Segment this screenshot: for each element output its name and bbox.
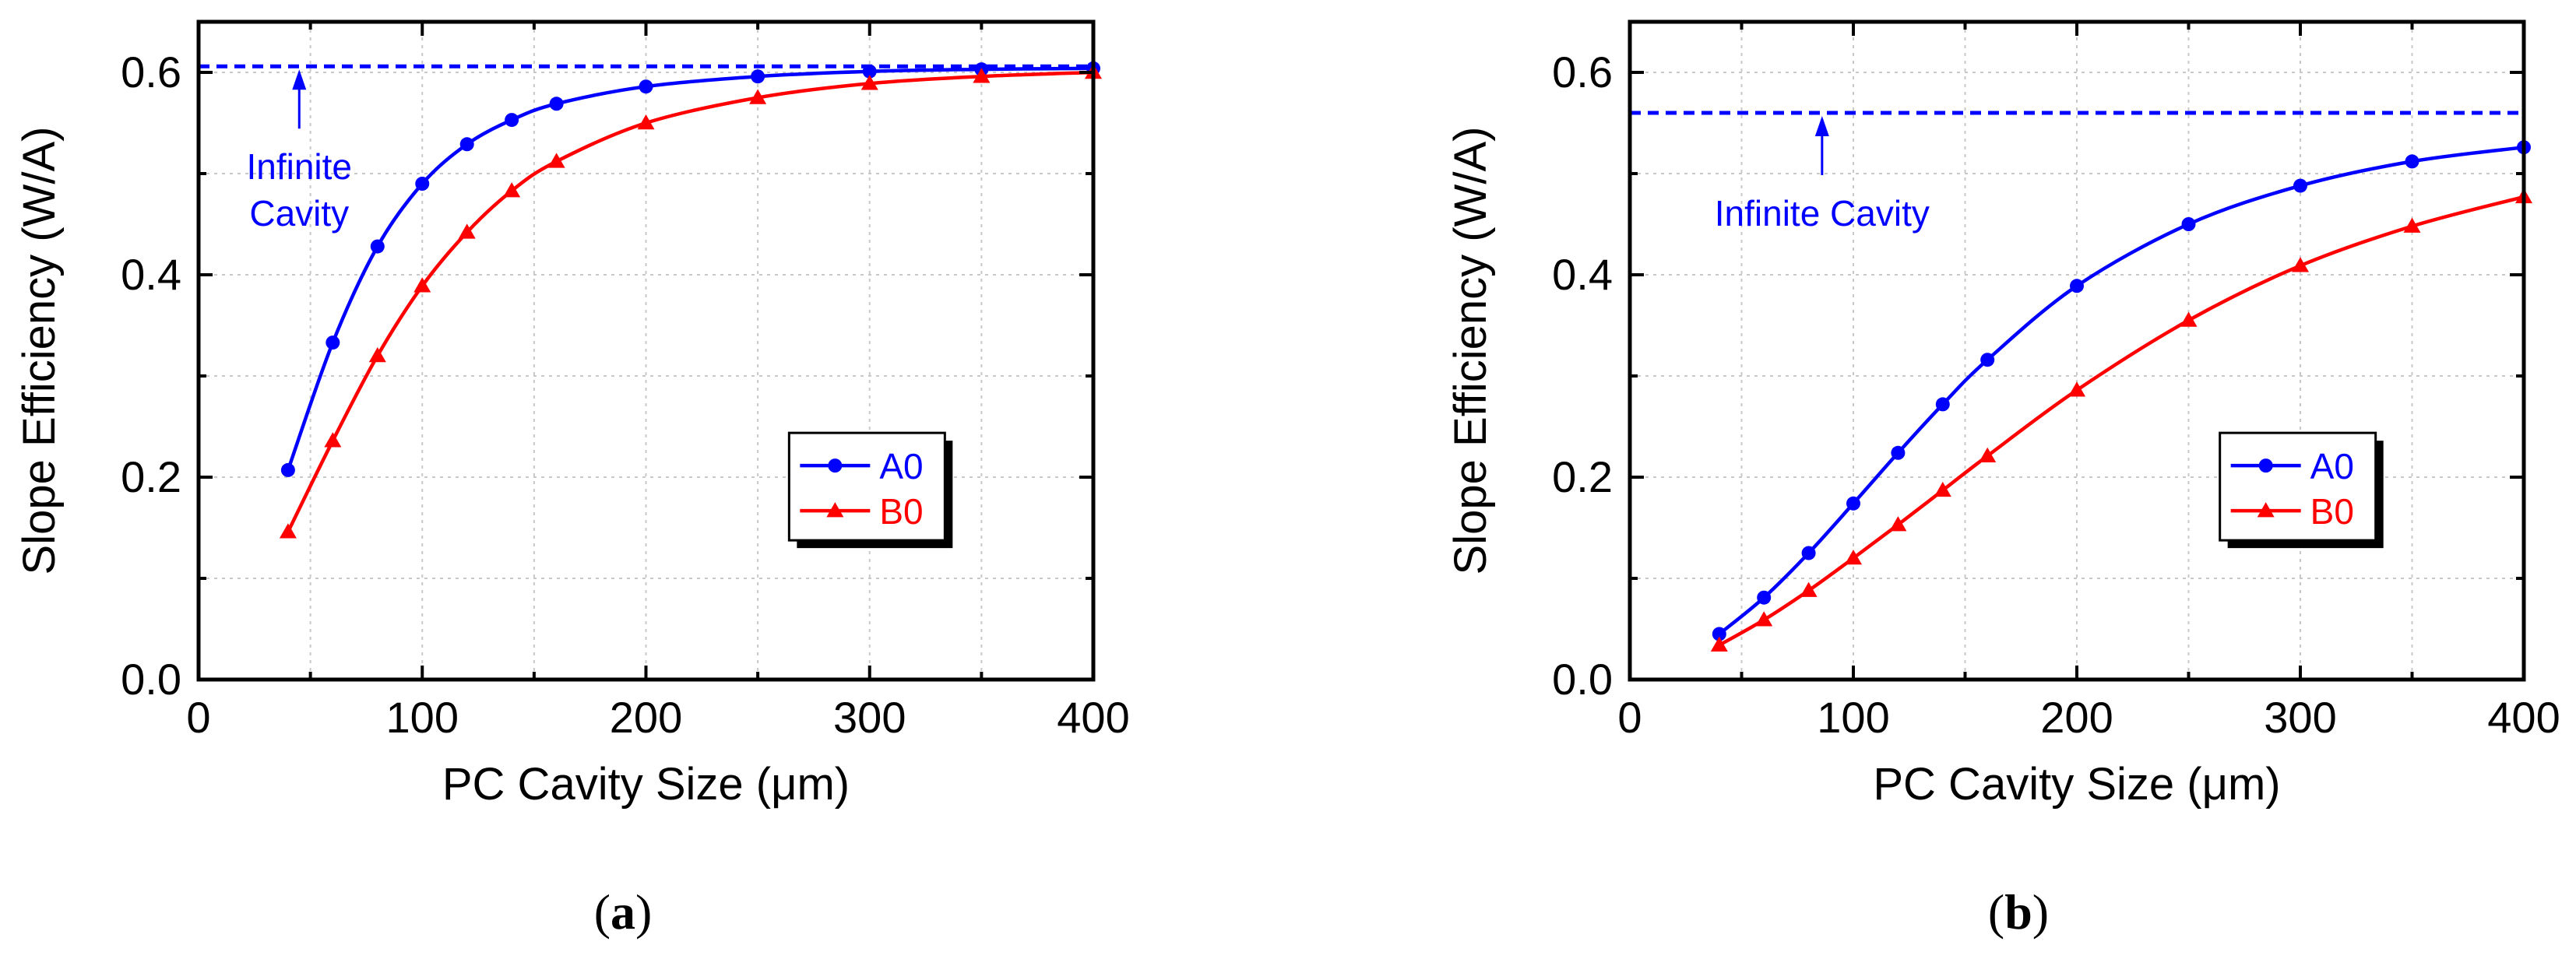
data-point-A0	[751, 69, 765, 84]
series-B0	[279, 64, 1102, 539]
data-point-B0	[279, 523, 297, 539]
x-axis-label: PC Cavity Size (μm)	[1873, 759, 2280, 810]
data-point-B0	[2068, 381, 2085, 397]
chart-panel-a: Infinite Cavity 0 100 200 300 400 0.0 0.2 0.4 0.6 P…	[14, 19, 1130, 810]
data-point-A0	[326, 335, 340, 350]
data-point-A0	[1801, 546, 1816, 560]
y-axis-label: Slope Efficiency (W/A)	[1445, 127, 1496, 575]
y-tick-label: 0.2	[1552, 452, 1613, 501]
legend-box	[2219, 431, 2377, 542]
series-A0	[280, 61, 1100, 477]
data-point-B0	[458, 223, 476, 239]
y-axis-label: Slope Efficiency (W/A)	[14, 127, 65, 575]
series-line-A0	[286, 66, 1094, 471]
data-point-B0	[547, 153, 565, 168]
data-point-A0	[1846, 496, 1860, 511]
y-tick-label: 0.2	[121, 452, 181, 501]
data-point-B0	[1845, 550, 1862, 565]
data-point-B0	[749, 89, 767, 104]
x-tick-label: 100	[386, 693, 459, 742]
series-B0	[1710, 188, 2532, 652]
legend-label-A0: A0	[2310, 446, 2354, 487]
x-tick-label: 200	[610, 693, 682, 742]
data-point-A0	[1712, 627, 1726, 641]
legend-label-B0: B0	[2310, 491, 2354, 532]
data-point-A0	[2181, 217, 2196, 231]
data-point-A0	[1935, 397, 1950, 412]
y-tick-label: 0.6	[121, 47, 181, 97]
data-point-A0	[639, 79, 653, 94]
data-point-B0	[503, 182, 521, 198]
legend-label-B0: B0	[879, 491, 923, 532]
data-point-B0	[2403, 217, 2421, 233]
x-tick-label: 0	[1617, 693, 1642, 742]
data-point-B0	[860, 75, 878, 90]
data-point-B0	[368, 347, 386, 363]
y-tick-label: 0.0	[121, 655, 181, 704]
infinite-cavity-label: Cavity	[249, 193, 349, 234]
legend-marker-B0	[826, 502, 844, 518]
data-point-A0	[1980, 353, 1995, 367]
grid-lines	[1630, 22, 2524, 680]
axes-frame: 0 100 200 300 400 0.0 0.2 0.4 0.6	[1552, 19, 2560, 742]
data-point-B0	[637, 114, 655, 130]
data-point-B0	[1755, 611, 1773, 627]
infinite-cavity-label: Infinite Cavity	[1715, 193, 1930, 234]
x-tick-label: 300	[2264, 693, 2336, 742]
data-point-B0	[1934, 481, 1951, 497]
axes-frame: 0 100 200 300 400 0.0 0.2 0.4 0.6	[121, 19, 1130, 742]
legend-label-A0: A0	[879, 446, 923, 487]
x-tick-label: 0	[186, 693, 210, 742]
panel-b-caption: (b)	[1987, 884, 2050, 940]
data-point-B0	[973, 68, 991, 83]
data-point-B0	[1710, 636, 1728, 652]
legend-marker-A0	[828, 458, 843, 473]
x-tick-label: 200	[2040, 693, 2113, 742]
data-point-A0	[1891, 445, 1906, 460]
legend-marker-B0	[2257, 502, 2275, 518]
x-axis-label: PC Cavity Size (μm)	[442, 759, 850, 810]
data-point-A0	[459, 137, 474, 152]
data-point-A0	[280, 462, 295, 477]
data-point-A0	[2070, 279, 2084, 293]
data-point-B0	[1800, 581, 1818, 597]
series-line-B0	[286, 70, 1094, 533]
y-tick-label: 0.6	[1552, 47, 1613, 97]
x-tick-label: 300	[833, 693, 906, 742]
y-tick-label: 0.0	[1552, 655, 1613, 704]
data-point-B0	[413, 277, 431, 293]
x-tick-label: 400	[1057, 693, 1129, 742]
data-point-A0	[505, 113, 519, 128]
data-point-B0	[1889, 516, 1907, 532]
data-point-A0	[1757, 590, 1772, 605]
data-point-A0	[370, 239, 385, 254]
legend-box	[787, 431, 946, 542]
data-point-A0	[549, 97, 564, 111]
legend-marker-A0	[2258, 458, 2273, 473]
data-point-A0	[2293, 178, 2307, 193]
y-tick-label: 0.4	[121, 250, 181, 299]
data-point-B0	[1979, 447, 1997, 462]
data-point-B0	[2180, 311, 2198, 327]
data-point-B0	[324, 432, 342, 448]
chart-panel-b: Infinite Cavity 0 100 200 300 400 0.0 0.2 0.4 0.6…	[1445, 19, 2560, 810]
data-point-A0	[2405, 154, 2419, 169]
data-point-A0	[415, 177, 430, 191]
annotation-arrowhead	[1814, 116, 1829, 136]
annotation-arrowhead	[292, 69, 307, 90]
x-tick-label: 400	[2487, 693, 2560, 742]
y-tick-label: 0.4	[1552, 250, 1613, 299]
data-point-B0	[2292, 257, 2309, 272]
infinite-cavity-label: Infinite	[246, 146, 352, 187]
x-tick-label: 100	[1817, 693, 1889, 742]
data-point-A0	[862, 64, 877, 79]
grid-lines	[199, 22, 1093, 680]
panel-a-caption: (a)	[593, 884, 653, 940]
